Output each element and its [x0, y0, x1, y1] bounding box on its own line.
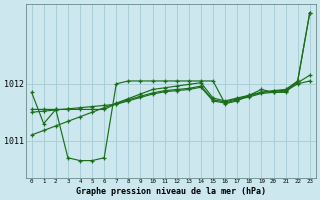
X-axis label: Graphe pression niveau de la mer (hPa): Graphe pression niveau de la mer (hPa) [76, 187, 266, 196]
